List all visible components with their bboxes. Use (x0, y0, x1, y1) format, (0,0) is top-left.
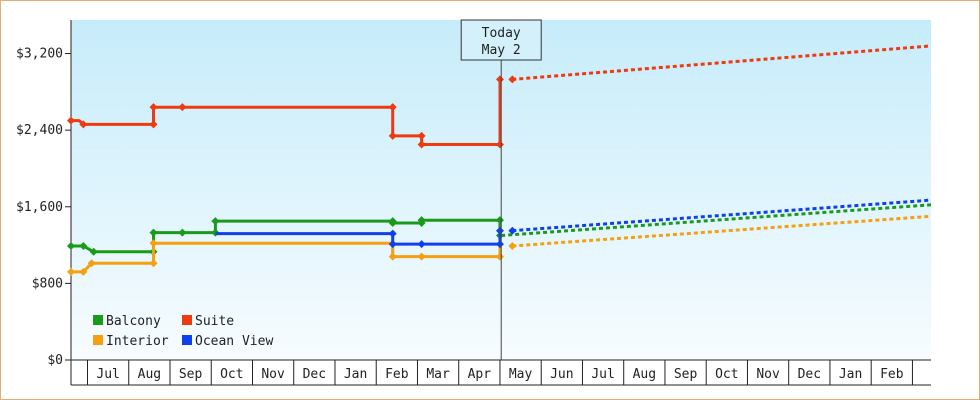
legend-label: Suite (195, 314, 234, 329)
month-label: Oct (220, 367, 243, 382)
month-label: Jan (839, 367, 862, 382)
data-point (149, 103, 158, 112)
data-point (508, 75, 517, 84)
x-axis: Jul Aug Sep Oct Nov Dec Jan Feb Mar Apr May Jun Jul A… (70, 359, 931, 386)
month-label: Nov (756, 367, 780, 382)
data-point (79, 242, 88, 251)
month-label: Oct (715, 367, 738, 382)
data-point (149, 259, 158, 268)
legend-swatch (182, 335, 192, 345)
data-point (79, 120, 88, 129)
data-point (149, 239, 158, 248)
today-date: May 2 (482, 43, 521, 58)
data-point (508, 242, 517, 251)
legend-swatch (182, 315, 192, 325)
data-point (79, 267, 88, 276)
data-point (87, 259, 96, 268)
y-tick-label: $0 (47, 353, 63, 368)
data-point (495, 252, 504, 261)
y-tick-label: $3,200 (16, 47, 63, 62)
data-point (495, 240, 504, 249)
data-point (508, 226, 517, 235)
legend: Balcony Suite Interior Ocean View (93, 314, 273, 349)
forecast-line (501, 203, 932, 237)
data-point (417, 216, 426, 225)
month-label: Mar (426, 367, 450, 382)
legend-item: Interior (93, 334, 169, 349)
data-point (495, 226, 504, 235)
data-point (67, 242, 75, 251)
month-label: Dec (303, 367, 326, 382)
data-point (417, 140, 426, 149)
y-tick-label: $2,400 (16, 123, 63, 138)
data-point (67, 116, 75, 125)
month-label: Apr (468, 367, 492, 382)
month-label: Sep (179, 367, 203, 382)
data-point (149, 120, 158, 129)
legend-swatch (93, 315, 103, 325)
today-label: Today (482, 26, 521, 41)
month-label: Jul (591, 367, 614, 382)
forecast-line (512, 44, 932, 81)
data-point (178, 228, 187, 237)
data-point (388, 219, 397, 228)
month-label: Feb (385, 367, 409, 382)
data-point (211, 217, 220, 226)
data-point (388, 252, 397, 261)
legend-label: Interior (106, 334, 169, 349)
data-point (178, 103, 187, 112)
month-label: Jul (96, 367, 119, 382)
data-point (495, 216, 504, 225)
month-label: Nov (261, 367, 285, 382)
month-label: Jan (344, 367, 367, 382)
data-point (495, 75, 504, 84)
data-point (417, 252, 426, 261)
today-marker: Today May 2 (460, 19, 542, 360)
month-label: Aug (138, 367, 161, 382)
y-tick-label: $800 (32, 276, 63, 291)
legend-label: Balcony (106, 314, 161, 329)
data-point (388, 131, 397, 140)
month-label: Sep (674, 367, 698, 382)
series-ocean-view (215, 198, 932, 249)
data-point (388, 103, 397, 112)
data-point (89, 247, 98, 256)
legend-item: Balcony (93, 314, 161, 329)
legend-label: Ocean View (195, 334, 273, 349)
data-point (388, 240, 397, 249)
data-point (149, 228, 158, 237)
today-box (460, 19, 542, 61)
month-label: Aug (633, 367, 656, 382)
data-point (495, 140, 504, 149)
legend-swatch (93, 335, 103, 345)
data-point (388, 229, 397, 238)
data-point (67, 267, 75, 276)
legend-item: Suite (182, 314, 234, 329)
series-suite (67, 44, 932, 149)
legend-item: Ocean View (182, 334, 273, 349)
y-tick-label: $1,600 (16, 200, 63, 215)
month-label: Dec (798, 367, 821, 382)
month-label: Feb (880, 367, 904, 382)
month-label: May (509, 367, 533, 382)
month-label: Jun (550, 367, 573, 382)
data-point (417, 131, 426, 140)
y-axis: $0 $800 $1,600 $2,400 $3,200 (16, 20, 72, 368)
series-layer (67, 44, 932, 276)
data-point (417, 240, 426, 249)
